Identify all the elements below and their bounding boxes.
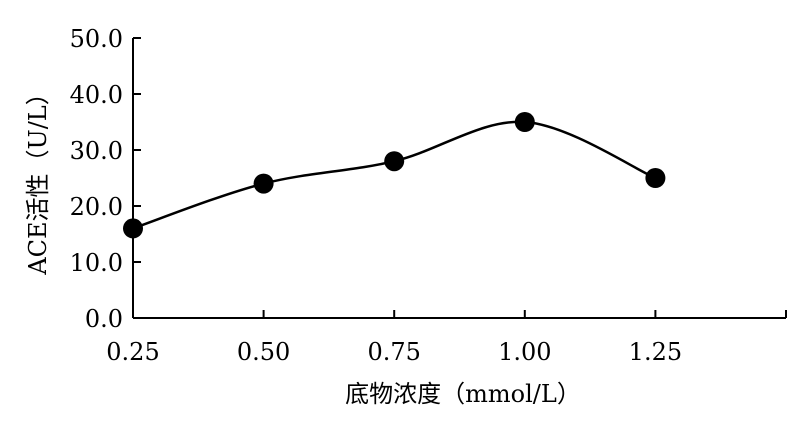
y-axis-title: ACE活性（U/L） bbox=[24, 81, 52, 275]
y-tick-label: 10.0 bbox=[70, 249, 123, 277]
x-tick-label: 1.00 bbox=[498, 338, 551, 366]
data-point bbox=[384, 151, 405, 172]
x-tick-label: 1.25 bbox=[629, 338, 682, 366]
x-axis-title: 底物浓度（mmol/L） bbox=[345, 380, 581, 408]
x-ticks: 0.25 0.50 0.75 1.00 1.25 bbox=[106, 310, 787, 366]
y-tick-label: 50.0 bbox=[70, 25, 123, 53]
markers bbox=[123, 112, 666, 239]
y-tick-label: 40.0 bbox=[70, 81, 123, 109]
x-tick-label: 0.75 bbox=[367, 338, 420, 366]
data-point bbox=[123, 218, 143, 239]
axes bbox=[132, 38, 786, 319]
data-point bbox=[253, 173, 274, 194]
y-ticks: 0.0 10.0 20.0 30.0 40.0 50.0 bbox=[70, 25, 141, 333]
y-tick-label: 30.0 bbox=[70, 137, 123, 165]
y-tick-label: 0.0 bbox=[85, 305, 123, 333]
x-tick-label: 0.25 bbox=[106, 338, 159, 366]
data-point bbox=[514, 112, 535, 132]
x-tick-label: 0.50 bbox=[237, 338, 290, 366]
series-line bbox=[132, 120, 656, 230]
data-point bbox=[645, 168, 666, 188]
y-tick-label: 20.0 bbox=[70, 193, 123, 221]
